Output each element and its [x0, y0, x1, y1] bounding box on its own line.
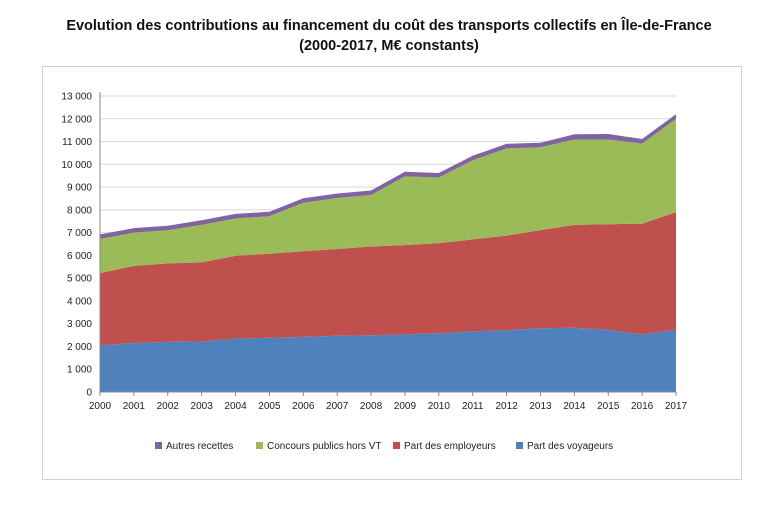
x-tick-label: 2002	[157, 401, 180, 412]
y-tick-label: 6 000	[67, 251, 92, 262]
legend-label: Concours publics hors VT	[267, 441, 382, 452]
y-tick-label: 7 000	[67, 228, 92, 239]
chart-title-line2: (2000-2017, M€ constants)	[299, 38, 479, 54]
y-tick-label: 0	[86, 388, 92, 399]
x-tick-label: 2000	[89, 401, 112, 412]
x-tick-label: 2001	[123, 401, 146, 412]
x-tick-label: 2004	[224, 401, 247, 412]
legend-swatch	[393, 442, 400, 449]
y-tick-label: 11 000	[62, 137, 92, 148]
legend-label: Part des employeurs	[404, 441, 496, 452]
area-concours-publics-hors-vt	[100, 118, 676, 274]
x-tick-label: 2007	[326, 401, 349, 412]
x-tick-label: 2017	[665, 401, 688, 412]
x-tick-label: 2012	[495, 401, 518, 412]
y-tick-label: 9 000	[67, 183, 92, 194]
area-part-des-employeurs	[100, 212, 676, 346]
x-tick-label: 2008	[360, 401, 383, 412]
x-tick-label: 2011	[462, 401, 484, 412]
x-tick-label: 2010	[428, 401, 451, 412]
y-tick-label: 8 000	[67, 205, 92, 216]
y-tick-label: 12 000	[61, 114, 92, 125]
legend-swatch	[256, 442, 263, 449]
x-tick-label: 2014	[563, 401, 586, 412]
y-tick-label: 13 000	[61, 92, 92, 103]
y-tick-label: 2 000	[67, 342, 92, 353]
chart-frame	[42, 66, 742, 480]
legend-swatch	[516, 442, 523, 449]
y-tick-label: 4 000	[67, 296, 92, 307]
chart-title-line1: Evolution des contributions au financeme…	[66, 18, 712, 34]
y-tick-label: 10 000	[61, 160, 92, 171]
x-tick-label: 2015	[597, 401, 620, 412]
y-tick-label: 5 000	[67, 274, 92, 285]
x-tick-label: 2009	[394, 401, 417, 412]
legend-label: Part des voyageurs	[527, 441, 613, 452]
y-tick-label: 3 000	[67, 319, 92, 330]
area-part-des-voyageurs	[100, 327, 676, 392]
x-tick-label: 2016	[631, 401, 654, 412]
legend-swatch	[155, 442, 162, 449]
x-tick-label: 2013	[529, 401, 552, 412]
x-tick-label: 2006	[292, 401, 315, 412]
x-tick-label: 2003	[191, 401, 214, 412]
legend-label: Autres recettes	[166, 441, 233, 452]
y-tick-label: 1 000	[67, 365, 92, 376]
area-autres-recettes	[100, 114, 676, 239]
x-tick-label: 2005	[258, 401, 281, 412]
